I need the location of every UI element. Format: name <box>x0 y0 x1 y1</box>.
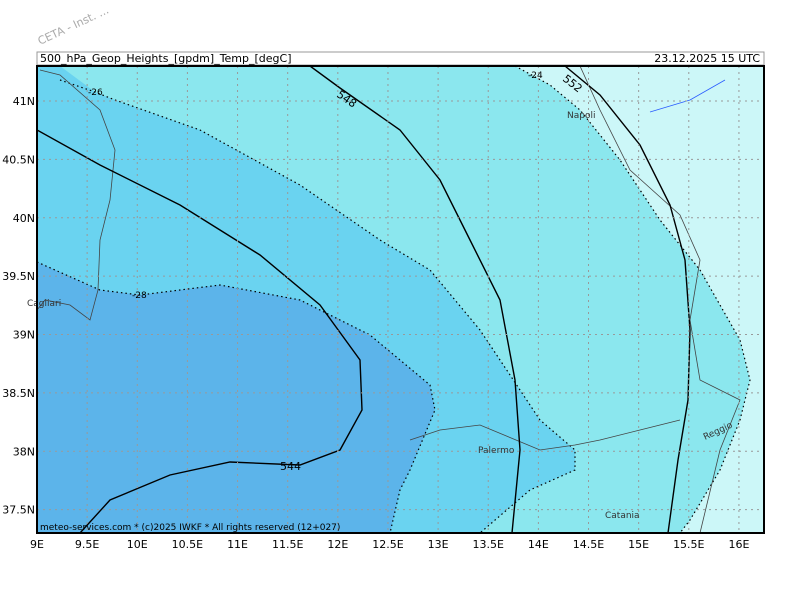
city-label: Napoli <box>567 111 595 121</box>
y-tick-label: 41N <box>13 95 35 108</box>
contour <box>564 66 691 533</box>
contour-label: -24 <box>528 71 543 81</box>
height-contours <box>37 66 691 533</box>
y-tick-label: 40.5N <box>2 153 35 166</box>
contour-label: 544 <box>280 460 301 473</box>
map-frame <box>36 65 765 534</box>
x-tick-label: 9E <box>30 538 44 551</box>
river <box>649 79 726 113</box>
coastline <box>37 69 116 321</box>
y-tick-label: 39N <box>13 329 35 342</box>
isotherm <box>37 261 436 533</box>
y-tick-label: 38N <box>13 445 35 458</box>
x-tick-label: 16E <box>728 538 749 551</box>
contour-label: -26 <box>88 88 103 98</box>
map-fields <box>37 66 764 533</box>
header-title: 500_hPa_Geop_Heights_[gpdm]_Temp_[degC] <box>40 52 292 65</box>
isotherms <box>37 66 751 533</box>
y-tick-label: 39.5N <box>2 270 35 283</box>
x-tick-label: 14.5E <box>573 538 604 551</box>
x-tick-label: 15E <box>628 538 649 551</box>
x-tick-label: 12.5E <box>372 538 403 551</box>
contour <box>309 66 521 533</box>
x-tick-label: 10.5E <box>172 538 203 551</box>
header-date: 23.12.2025 15 UTC <box>654 52 760 65</box>
watermark: CETA - Inst. ... <box>36 4 111 48</box>
city-label: Catania <box>605 511 640 521</box>
contour <box>37 129 363 533</box>
grid <box>36 66 764 533</box>
field-mild <box>60 66 764 533</box>
isotherm <box>59 79 576 533</box>
x-tick-label: 15.5E <box>673 538 704 551</box>
field-warm <box>515 66 764 533</box>
x-tick-label: 11.5E <box>272 538 303 551</box>
city-label: Palermo <box>478 446 515 456</box>
x-tick-label: 13E <box>428 538 449 551</box>
coastline <box>409 419 681 451</box>
coastline <box>579 66 741 533</box>
isotherm <box>514 66 751 533</box>
coastlines <box>37 66 741 533</box>
footer: meteo-services.com * (c)2025 IWKF * All … <box>40 523 340 533</box>
x-tick-label: 10E <box>127 538 148 551</box>
y-tick-label: 37.5N <box>2 504 35 517</box>
x-tick-label: 12E <box>327 538 348 551</box>
contour-label: -28 <box>132 291 147 301</box>
x-tick-label: 14E <box>528 538 549 551</box>
y-tick-label: 40N <box>13 212 35 225</box>
city-label: Cagliari <box>27 299 61 309</box>
x-tick-label: 11E <box>227 538 248 551</box>
x-tick-label: 13.5E <box>473 538 504 551</box>
x-tick-label: 9.5E <box>75 538 99 551</box>
y-tick-label: 38.5N <box>2 387 35 400</box>
